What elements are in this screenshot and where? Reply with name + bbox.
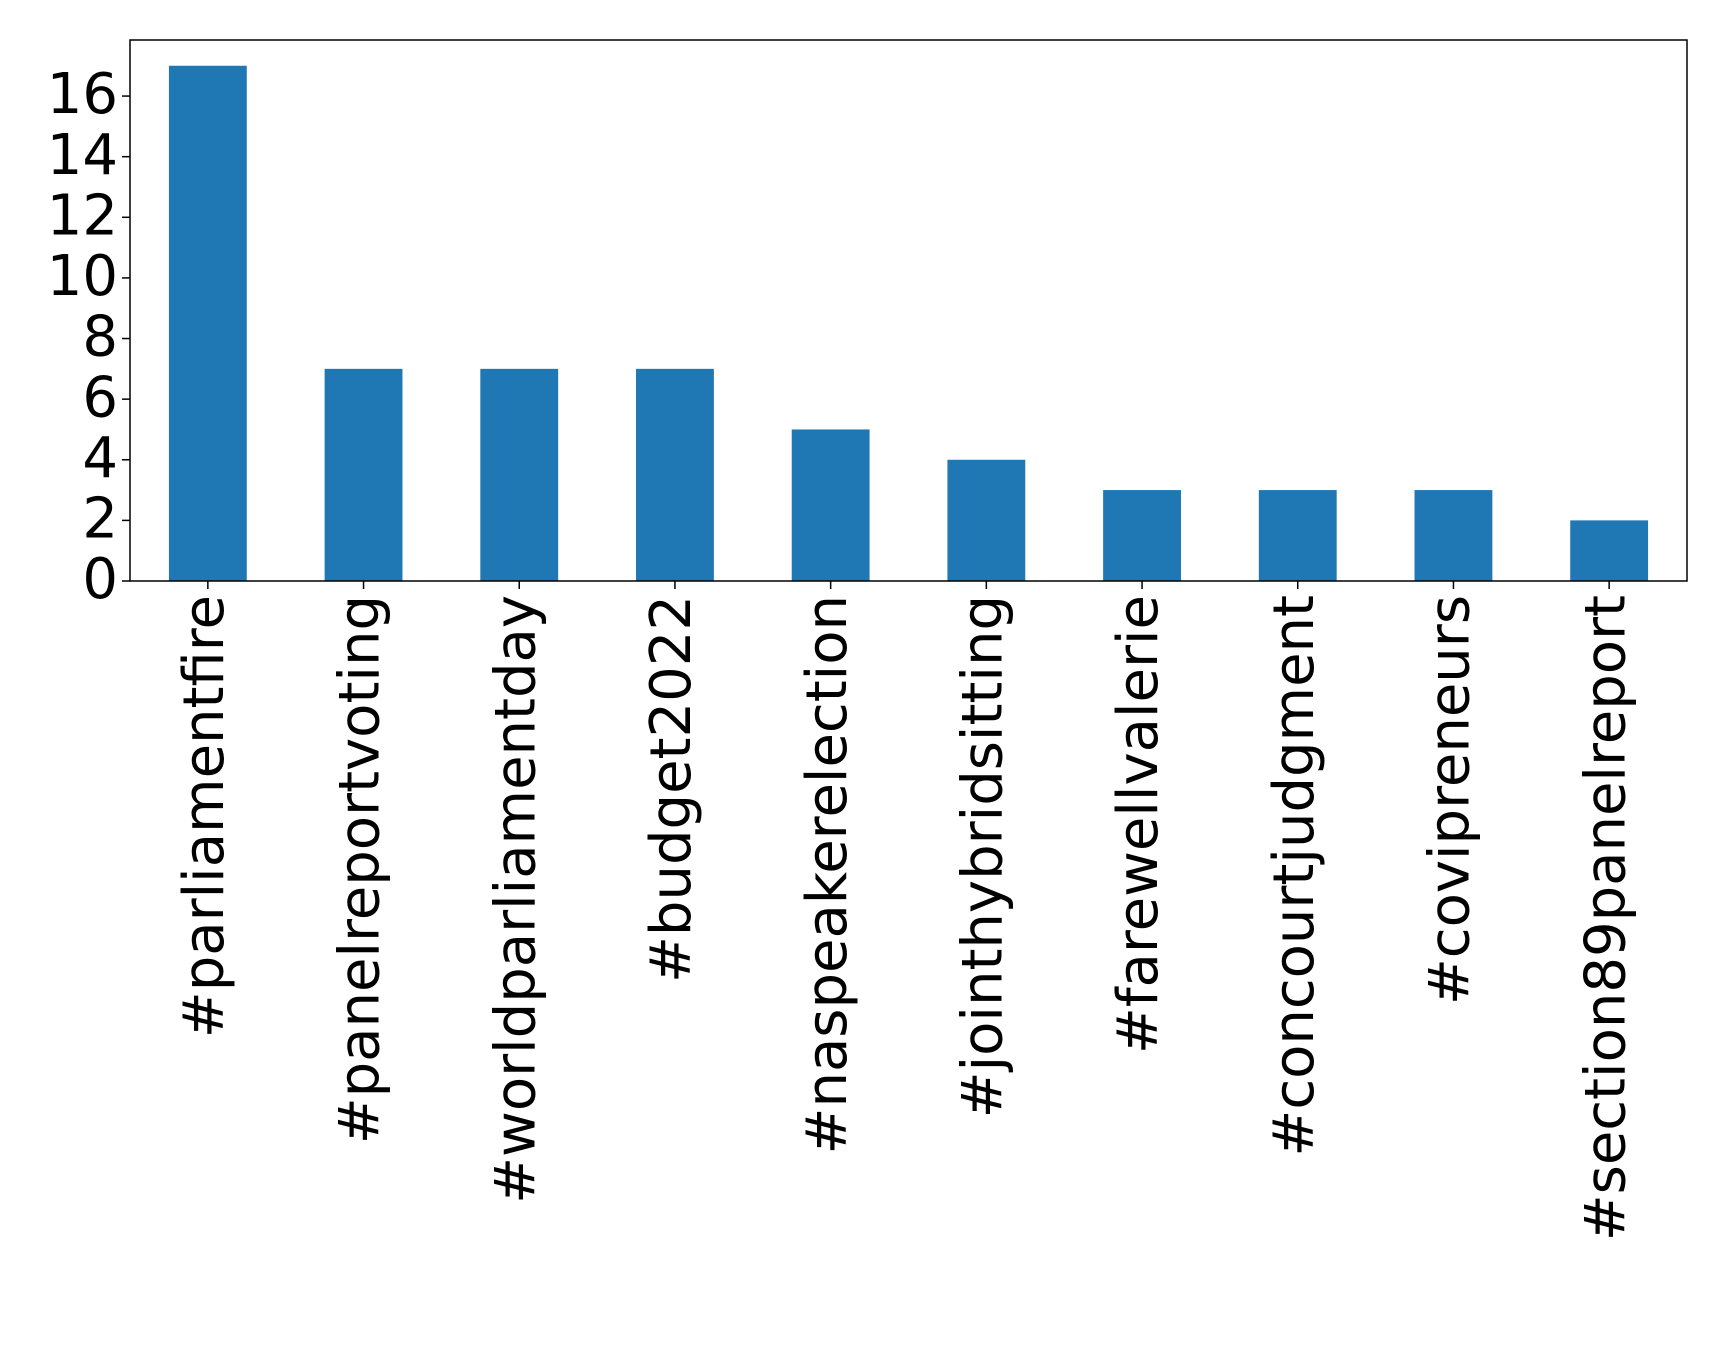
x-tick-label: #section89panelreport (1573, 595, 1638, 1241)
x-tick-label: #covipreneurs (1418, 595, 1483, 1005)
x-tick-label: #budget2022 (639, 595, 704, 983)
x-tick-label: #farewellvalerie (1106, 595, 1171, 1054)
x-tick-label: #parliamentfire (172, 595, 237, 1038)
bar (1103, 490, 1181, 581)
y-tick-label: 4 (82, 426, 118, 491)
bar (1570, 520, 1649, 581)
bar (324, 368, 403, 581)
bar (480, 368, 559, 581)
bar (1258, 490, 1337, 581)
bar (947, 459, 1026, 581)
bar (1414, 490, 1493, 581)
bar (636, 368, 714, 581)
bar (791, 429, 870, 581)
y-tick-label: 6 (82, 365, 118, 430)
y-tick-label: 14 (47, 123, 118, 188)
y-tick-label: 2 (82, 487, 118, 552)
bar (168, 65, 247, 581)
x-tick-label: #jointhybridsitting (950, 595, 1015, 1118)
x-tick-label: #panelreportvoting (328, 595, 393, 1144)
y-tick-label: 16 (47, 62, 118, 127)
y-tick-label: 8 (82, 305, 118, 370)
axes-frame (129, 39, 1688, 582)
y-tick-label: 0 (82, 547, 118, 612)
y-tick-label: 12 (47, 183, 118, 248)
x-tick-label: #worldparliamentday (483, 595, 548, 1204)
x-tick-label: #concourtjudgment (1262, 595, 1327, 1157)
y-tick-label: 10 (47, 244, 118, 309)
x-tick-label: #naspeakerelection (795, 595, 860, 1154)
